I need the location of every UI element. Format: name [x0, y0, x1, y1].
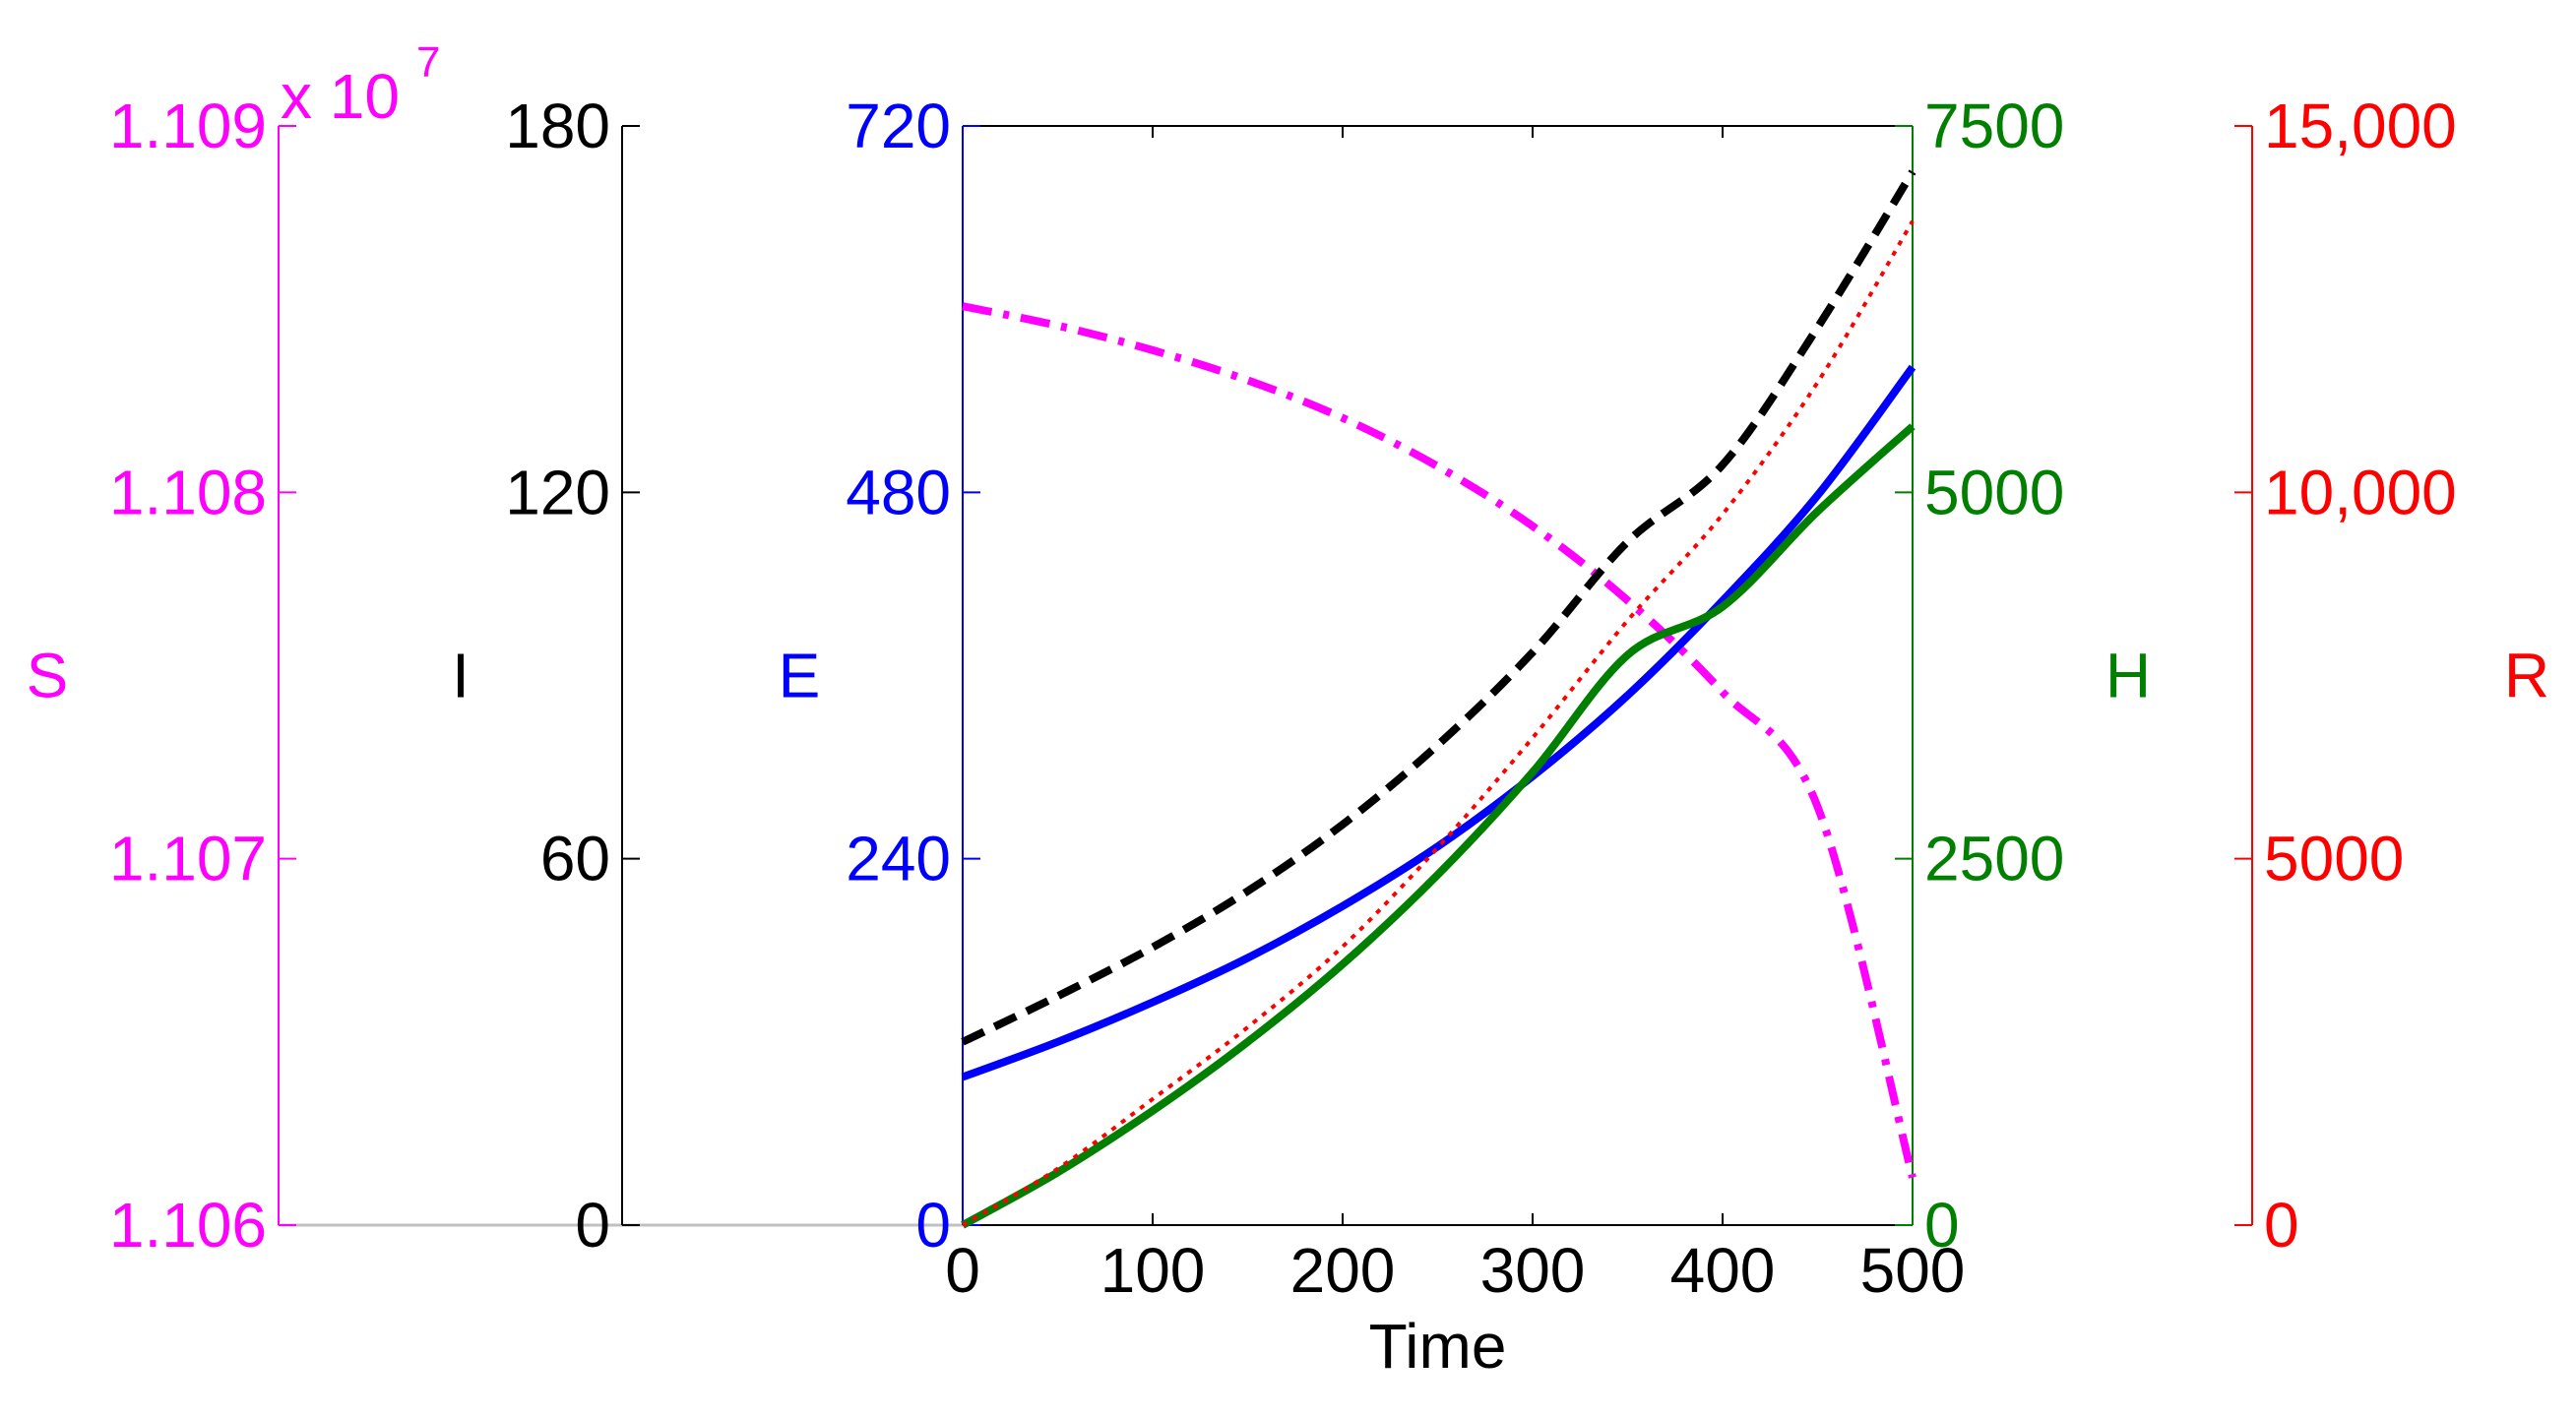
y-axis-label-s: S: [27, 641, 69, 711]
series-layer: [961, 169, 1916, 1229]
y-axis-s-exponent-power: 7: [416, 38, 440, 87]
x-tick-label: 300: [1480, 1235, 1586, 1306]
y-axis-label-i: I: [452, 641, 470, 711]
y-tick-label-i: 180: [505, 91, 610, 161]
y-axis-label-h: H: [2105, 641, 2151, 711]
y-tick-label-s: 1.107: [109, 824, 267, 894]
y-tick-label-s: 1.108: [109, 457, 267, 527]
series-e-line: [961, 364, 1916, 1081]
y-tick-label-h: 7500: [1924, 91, 2064, 161]
x-tick-label: 500: [1860, 1235, 1966, 1306]
series-s-line: [962, 302, 1916, 1179]
x-tick-label: 100: [1100, 1235, 1206, 1306]
x-tick-label: 400: [1670, 1235, 1776, 1306]
labels-layer: 0 100 200 300 400 500 Time 1.106 1.107 1.108 1.109…: [27, 38, 2549, 1382]
y-tick-label-h: 5000: [1924, 457, 2064, 527]
axes-layer: [278, 125, 2253, 1227]
y-tick-label-e: 240: [846, 824, 951, 894]
series-h-line: [961, 423, 1916, 1229]
y-axis-label-e: E: [779, 641, 821, 711]
y-tick-label-s: 1.106: [109, 1190, 267, 1261]
y-axis-s-exponent: x 10: [281, 61, 400, 132]
y-tick-label-e: 0: [915, 1190, 951, 1261]
y-axis-label-r: R: [2504, 641, 2549, 711]
x-axis-label: Time: [1369, 1311, 1507, 1382]
series-i-line: [961, 169, 1916, 1046]
y-tick-label-i: 120: [505, 457, 610, 527]
y-tick-label-s: 1.109: [109, 91, 267, 161]
x-tick-label: 0: [945, 1235, 980, 1306]
y-tick-label-r: 15,000: [2264, 91, 2457, 161]
series-r-line: [961, 219, 1915, 1227]
y-tick-label-i: 60: [540, 824, 610, 894]
y-tick-label-h: 0: [1924, 1190, 1960, 1261]
y-tick-label-r: 0: [2264, 1190, 2299, 1261]
y-tick-label-r: 10,000: [2264, 457, 2457, 527]
y-tick-label-h: 2500: [1924, 824, 2064, 894]
y-tick-label-e: 720: [846, 91, 951, 161]
y-tick-label-e: 480: [846, 457, 951, 527]
y-tick-label-r: 5000: [2264, 824, 2404, 894]
y-tick-label-i: 0: [575, 1190, 610, 1261]
x-tick-label: 200: [1290, 1235, 1396, 1306]
